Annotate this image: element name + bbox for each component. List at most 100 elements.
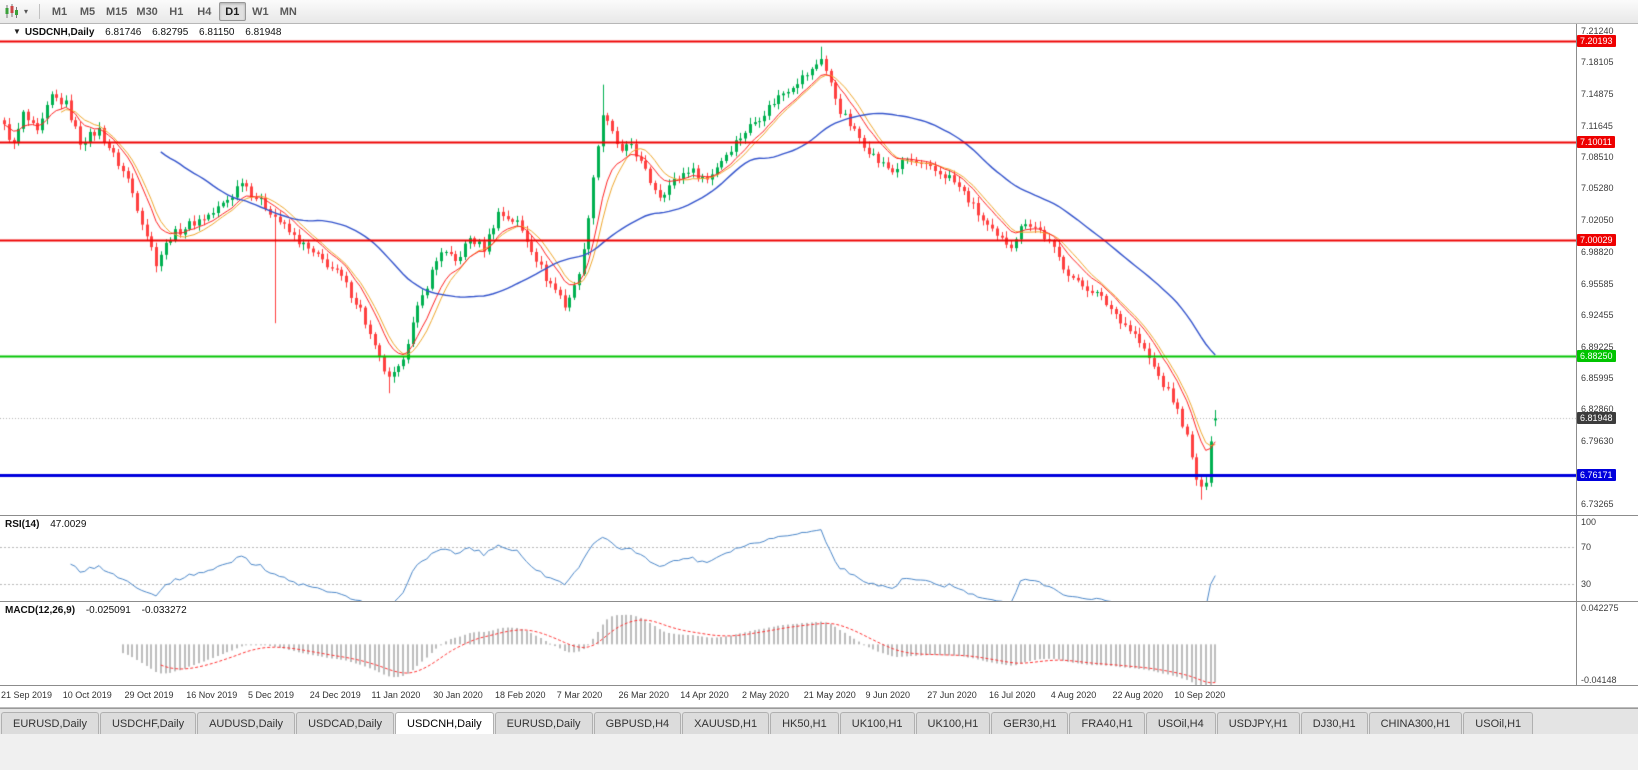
- price-axis-label: 7.18105: [1581, 56, 1614, 67]
- date-axis-label: 24 Dec 2019: [309, 690, 361, 700]
- price-axis-label: 7.05280: [1581, 183, 1614, 194]
- timeframe-m1[interactable]: M1: [51, 5, 68, 18]
- price-axis-label: 6.95585: [1581, 278, 1614, 289]
- price-level-badge: 7.00029: [1577, 234, 1616, 247]
- tab-china300-h1[interactable]: CHINA300,H1: [1368, 712, 1463, 734]
- date-axis-label: 30 Jan 2020: [433, 690, 483, 700]
- rsi-value: 47.0029: [50, 519, 87, 530]
- macd-value: -0.025091: [85, 605, 131, 616]
- tab-uk100-h1[interactable]: UK100,H1: [839, 712, 915, 734]
- price-axis[interactable]: 7.21240 7.18105 7.14875 7.11645 7.08510 7.052…: [1576, 24, 1638, 515]
- date-axis-label: 27 Jun 2020: [927, 690, 977, 700]
- tab-usoil-h1[interactable]: USOil,H1: [1463, 712, 1534, 734]
- date-axis-label: 7 Mar 2020: [556, 690, 603, 700]
- date-axis-label: 4 Aug 2020: [1050, 690, 1097, 700]
- ohlc-open: 6.81746: [105, 27, 142, 38]
- date-axis-label: 2 May 2020: [742, 690, 790, 700]
- tab-hk50-h1[interactable]: HK50,H1: [770, 712, 839, 734]
- price-axis-label: 7.02050: [1581, 215, 1614, 226]
- date-axis-label: 22 Aug 2020: [1112, 690, 1164, 700]
- price-axis-label: 6.98820: [1581, 247, 1614, 258]
- date-axis-label: 26 Mar 2020: [618, 690, 670, 700]
- price-level-badge: 6.76171: [1577, 469, 1616, 482]
- date-axis-label: 14 Apr 2020: [680, 690, 729, 700]
- chevron-down-icon[interactable]: ▾: [23, 7, 28, 16]
- timeframe-m30[interactable]: M30: [136, 5, 158, 18]
- tab-eurusd-daily[interactable]: EURUSD,Daily: [494, 712, 593, 734]
- macd-axis[interactable]: 0.042275 -0.04148: [1576, 602, 1638, 685]
- price-level-badge: 7.20193: [1577, 35, 1616, 48]
- tab-usdjpy-h1[interactable]: USDJPY,H1: [1216, 712, 1300, 734]
- chart-header: ▼ USDCNH,Daily 6.81746 6.82795 6.81150 6.…: [5, 27, 281, 38]
- timeframe-h1[interactable]: H1: [169, 5, 184, 18]
- tab-audusd-daily[interactable]: AUDUSD,Daily: [197, 712, 296, 734]
- macd-panel: MACD(12,26,9) -0.025091 -0.033272 0.0422…: [0, 602, 1638, 686]
- macd-canvas[interactable]: [0, 602, 1576, 685]
- timeframe-mn[interactable]: MN: [279, 5, 297, 18]
- tab-usoil-h4[interactable]: USOil,H4: [1145, 712, 1216, 734]
- toolbar: ▾ M1 M5 M15 M30 H1 H4 D1 W1 MN: [0, 0, 1638, 24]
- chart-icon[interactable]: [4, 3, 19, 21]
- rsi-axis-label: 30: [1581, 579, 1592, 590]
- ohlc-low: 6.81150: [199, 27, 235, 38]
- date-axis-label: 21 May 2020: [803, 690, 856, 700]
- ohlc-high: 6.82795: [152, 27, 189, 38]
- timeframe-buttons: M1 M5 M15 M30 H1 H4 D1 W1 MN: [46, 2, 303, 21]
- timeframe-h4[interactable]: H4: [197, 5, 212, 18]
- tab-usdcad-daily[interactable]: USDCAD,Daily: [296, 712, 395, 734]
- macd-header: MACD(12,26,9) -0.025091 -0.033272: [5, 605, 187, 616]
- main-plot[interactable]: ▼ USDCNH,Daily 6.81746 6.82795 6.81150 6.…: [0, 24, 1576, 515]
- timeframe-m15[interactable]: M15: [106, 5, 128, 18]
- price-level-badge: 7.10011: [1577, 135, 1615, 148]
- tab-dj30-h1[interactable]: DJ30,H1: [1300, 712, 1368, 734]
- toolbar-separator: [39, 4, 40, 19]
- price-axis-label: 7.08510: [1581, 151, 1614, 162]
- tab-xauusd-h1[interactable]: XAUUSD,H1: [682, 712, 770, 734]
- price-axis-label: 6.89225: [1581, 341, 1614, 352]
- chart-tabs: EURUSD,Daily USDCHF,Daily AUDUSD,Daily USDC…: [0, 708, 1638, 734]
- timeframe-w1[interactable]: W1: [252, 5, 269, 18]
- tab-gbpusd-h4[interactable]: GBPUSD,H4: [593, 712, 682, 734]
- price-axis-label: 6.85995: [1581, 373, 1614, 384]
- rsi-panel: RSI(14) 47.0029 100 70 30: [0, 516, 1638, 602]
- price-level-badge: 6.88250: [1577, 350, 1616, 363]
- price-axis-label: 6.73265: [1581, 498, 1614, 509]
- bottom-strip: [0, 734, 1638, 770]
- tab-usdcnh-daily[interactable]: USDCNH,Daily: [395, 712, 494, 734]
- date-axis[interactable]: 21 Sep 2019 10 Oct 2019 29 Oct 2019 16 Nov …: [0, 686, 1638, 708]
- rsi-axis-label: 70: [1581, 541, 1592, 552]
- macd-axis-label: -0.04148: [1581, 675, 1617, 685]
- tab-eurusd-daily[interactable]: EURUSD,Daily: [1, 712, 99, 734]
- macd-signal-value: -0.033272: [141, 605, 187, 616]
- price-axis-label: 6.92455: [1581, 309, 1614, 320]
- date-axis-label: 9 Jun 2020: [865, 690, 911, 700]
- timeframe-m5[interactable]: M5: [79, 5, 96, 18]
- tab-usdchf-daily[interactable]: USDCHF,Daily: [99, 712, 197, 734]
- price-axis-label: 6.82860: [1581, 404, 1614, 415]
- date-axis-label: 11 Jan 2020: [371, 690, 421, 700]
- tab-fra40-h1[interactable]: FRA40,H1: [1069, 712, 1145, 734]
- chart-icon-glyph: [5, 4, 18, 18]
- rsi-axis[interactable]: 100 70 30: [1576, 516, 1638, 601]
- tab-uk100-h1[interactable]: UK100,H1: [915, 712, 991, 734]
- date-axis-label: 29 Oct 2019: [124, 690, 174, 700]
- date-axis-label: 16 Jul 2020: [989, 690, 1036, 700]
- tab-ger30-h1[interactable]: GER30,H1: [991, 712, 1069, 734]
- macd-label: MACD(12,26,9): [5, 605, 76, 616]
- price-axis-label: 6.79630: [1581, 436, 1614, 447]
- rsi-plot[interactable]: RSI(14) 47.0029: [0, 516, 1576, 601]
- timeframe-d1[interactable]: D1: [218, 2, 246, 21]
- rsi-canvas[interactable]: [0, 516, 1576, 601]
- date-axis-label: 10 Sep 2020: [1174, 690, 1226, 700]
- date-axis-label: 16 Nov 2019: [186, 690, 238, 700]
- rsi-axis-label: 100: [1581, 517, 1597, 527]
- ohlc-close: 6.81948: [245, 27, 282, 38]
- macd-plot[interactable]: MACD(12,26,9) -0.025091 -0.033272: [0, 602, 1576, 685]
- date-axis-label: 10 Oct 2019: [62, 690, 112, 700]
- price-axis-label: 7.14875: [1581, 88, 1614, 99]
- symbol-marker-icon: ▼: [13, 27, 21, 36]
- price-axis-label: 7.11645: [1581, 120, 1613, 131]
- macd-axis-label: 0.042275: [1581, 603, 1619, 613]
- main-chart-canvas[interactable]: [0, 24, 1576, 515]
- date-axis-label: 5 Dec 2019: [248, 690, 295, 700]
